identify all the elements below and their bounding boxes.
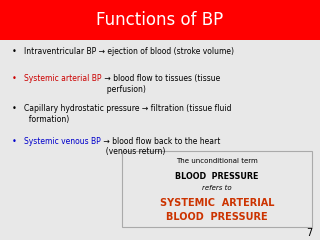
Text: •: • — [12, 47, 17, 56]
Text: Capillary hydrostatic pressure → filtration (tissue fluid
  formation): Capillary hydrostatic pressure → filtrat… — [24, 104, 231, 124]
Text: BLOOD  PRESSURE: BLOOD PRESSURE — [166, 212, 268, 222]
Text: The unconditional term: The unconditional term — [176, 158, 258, 164]
Text: Systemic arterial BP: Systemic arterial BP — [24, 74, 101, 84]
Text: → blood flow back to the heart
  (venous return): → blood flow back to the heart (venous r… — [101, 137, 220, 156]
Text: •: • — [12, 104, 17, 114]
Text: refers to: refers to — [202, 185, 232, 191]
FancyBboxPatch shape — [122, 151, 312, 227]
Text: Systemic venous BP: Systemic venous BP — [24, 137, 101, 146]
Text: •: • — [12, 137, 17, 146]
Text: •: • — [12, 74, 17, 84]
Text: SYSTEMIC  ARTERIAL: SYSTEMIC ARTERIAL — [160, 198, 274, 208]
Text: BLOOD  PRESSURE: BLOOD PRESSURE — [175, 172, 259, 181]
Text: 7: 7 — [306, 228, 312, 238]
Text: → blood flow to tissues (tissue
  perfusion): → blood flow to tissues (tissue perfusio… — [101, 74, 220, 94]
Text: Functions of BP: Functions of BP — [96, 11, 224, 29]
Text: Systemic venous BP: Systemic venous BP — [24, 137, 101, 146]
Text: → blood flow back to the heart: → blood flow back to the heart — [101, 137, 220, 146]
Text: Intraventricular BP → ejection of blood (stroke volume): Intraventricular BP → ejection of blood … — [24, 47, 234, 56]
Text: Systemic arterial BP: Systemic arterial BP — [24, 74, 101, 84]
Text: → blood flow to tissues (tissue: → blood flow to tissues (tissue — [101, 74, 220, 84]
FancyBboxPatch shape — [0, 0, 320, 40]
